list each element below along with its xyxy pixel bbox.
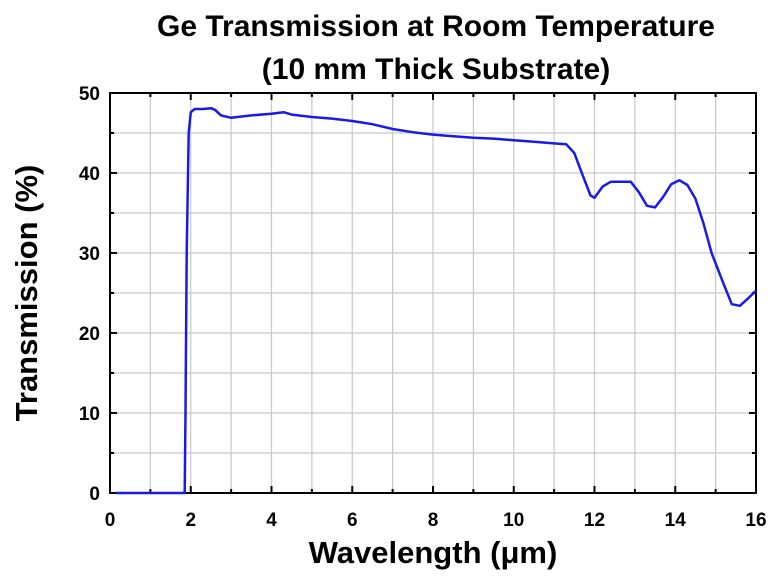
x-axis-label: Wavelength (μm) bbox=[309, 535, 558, 570]
plot-frame bbox=[109, 92, 757, 494]
x-tick-label: 10 bbox=[503, 510, 524, 531]
x-tick-label: 4 bbox=[266, 510, 277, 531]
x-tick-label: 16 bbox=[745, 510, 766, 531]
chart-title-line2: (10 mm Thick Substrate) bbox=[262, 53, 610, 86]
y-tick-label: 20 bbox=[79, 324, 100, 345]
y-tick-label: 10 bbox=[79, 404, 100, 425]
x-tick-label: 6 bbox=[347, 510, 358, 531]
chart-title-line1: Ge Transmission at Room Temperature bbox=[157, 10, 715, 43]
transmission-series-line bbox=[116, 106, 757, 495]
x-tick-labels: 0 2 4 6 8 10 12 14 16 bbox=[105, 510, 767, 531]
y-tick-label: 30 bbox=[79, 244, 100, 265]
y-tick-label: 0 bbox=[89, 484, 100, 505]
y-tick-label: 50 bbox=[79, 84, 100, 105]
x-tick-label: 0 bbox=[105, 510, 116, 531]
gridlines bbox=[110, 93, 756, 493]
x-tick-label: 8 bbox=[428, 510, 439, 531]
x-tick-label: 14 bbox=[665, 510, 687, 531]
y-tick-labels: 0 10 20 30 40 50 bbox=[79, 84, 100, 505]
x-tick-label: 12 bbox=[584, 510, 605, 531]
y-tick-label: 40 bbox=[79, 164, 100, 185]
x-tick-label: 2 bbox=[185, 510, 196, 531]
y-axis-label: Transmission (%) bbox=[9, 165, 44, 422]
